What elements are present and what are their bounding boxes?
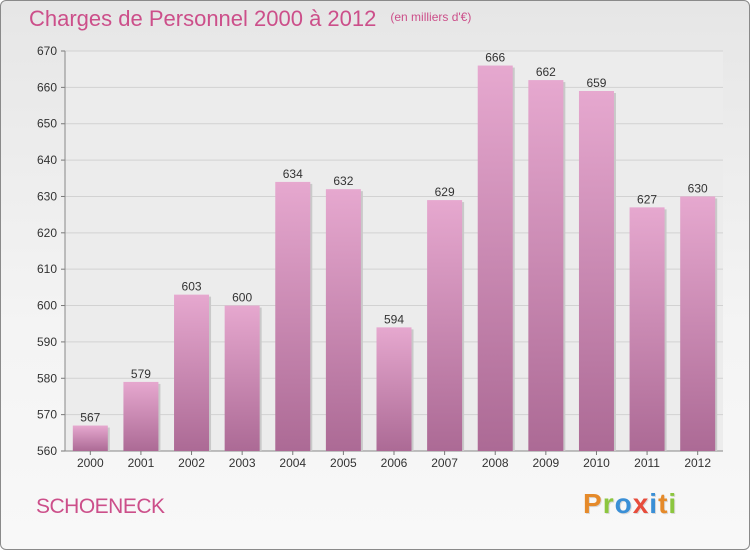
commune-name: SCHOENECK bbox=[36, 495, 165, 518]
data-label: 632 bbox=[333, 174, 353, 188]
x-tick-label: 2009 bbox=[532, 456, 559, 470]
y-tick-label: 660 bbox=[37, 80, 57, 94]
data-label: 579 bbox=[131, 367, 151, 381]
y-tick-label: 650 bbox=[37, 117, 57, 131]
bar bbox=[578, 91, 614, 451]
brand-letter: r bbox=[602, 488, 615, 519]
bar bbox=[325, 189, 361, 451]
x-tick-label: 2007 bbox=[431, 456, 458, 470]
bar bbox=[123, 381, 159, 451]
bar bbox=[629, 207, 665, 451]
data-label: 630 bbox=[688, 181, 708, 195]
y-tick-label: 640 bbox=[37, 153, 57, 167]
brand-letter: i bbox=[649, 488, 659, 519]
y-tick-label: 600 bbox=[37, 299, 57, 313]
chart-title-text: Charges de Personnel 2000 à 2012 bbox=[29, 6, 377, 31]
x-tick-label: 2000 bbox=[77, 456, 104, 470]
bar bbox=[174, 294, 210, 451]
y-tick-label: 620 bbox=[37, 226, 57, 240]
x-tick-label: 2008 bbox=[482, 456, 509, 470]
bar bbox=[376, 327, 412, 451]
x-tick-label: 2006 bbox=[381, 456, 408, 470]
x-tick-label: 2001 bbox=[128, 456, 155, 470]
proxiti-logo: Proxiti bbox=[583, 488, 677, 520]
y-tick-label: 570 bbox=[37, 408, 57, 422]
data-label: 659 bbox=[586, 76, 606, 90]
x-tick-label: 2002 bbox=[178, 456, 205, 470]
y-tick-label: 630 bbox=[37, 189, 57, 203]
brand-letter: o bbox=[614, 488, 633, 519]
bar bbox=[72, 425, 108, 451]
x-tick-label: 2010 bbox=[583, 456, 610, 470]
bar bbox=[528, 80, 564, 451]
y-tick-label: 670 bbox=[37, 44, 57, 58]
chart-title: Charges de Personnel 2000 à 2012 (en mill… bbox=[29, 6, 471, 32]
y-tick-label: 610 bbox=[37, 262, 57, 276]
data-label: 666 bbox=[485, 51, 505, 65]
brand-letter: i bbox=[668, 488, 678, 519]
x-tick-label: 2011 bbox=[634, 456, 660, 470]
y-tick-label: 590 bbox=[37, 335, 57, 349]
bar bbox=[427, 200, 463, 451]
y-tick-label: 580 bbox=[37, 371, 57, 385]
data-label: 600 bbox=[232, 291, 252, 305]
data-label: 634 bbox=[283, 167, 303, 181]
x-tick-label: 2005 bbox=[330, 456, 357, 470]
bar bbox=[275, 181, 311, 451]
bar bbox=[477, 65, 513, 451]
x-tick-label: 2004 bbox=[279, 456, 306, 470]
data-label: 629 bbox=[435, 185, 455, 199]
data-label: 662 bbox=[536, 65, 556, 79]
data-label: 567 bbox=[80, 411, 100, 425]
data-label: 627 bbox=[637, 192, 657, 206]
brand-letter: P bbox=[583, 488, 603, 519]
bar bbox=[680, 196, 716, 451]
x-tick-label: 2012 bbox=[684, 456, 711, 470]
brand-letter: t bbox=[658, 488, 669, 519]
x-tick-label: 2003 bbox=[229, 456, 256, 470]
data-label: 594 bbox=[384, 312, 404, 326]
y-tick-label: 560 bbox=[37, 444, 57, 458]
data-label: 603 bbox=[182, 280, 202, 294]
brand-letter: x bbox=[632, 488, 650, 519]
unit-note: (en milliers d'€) bbox=[390, 10, 472, 24]
bar bbox=[224, 305, 260, 451]
